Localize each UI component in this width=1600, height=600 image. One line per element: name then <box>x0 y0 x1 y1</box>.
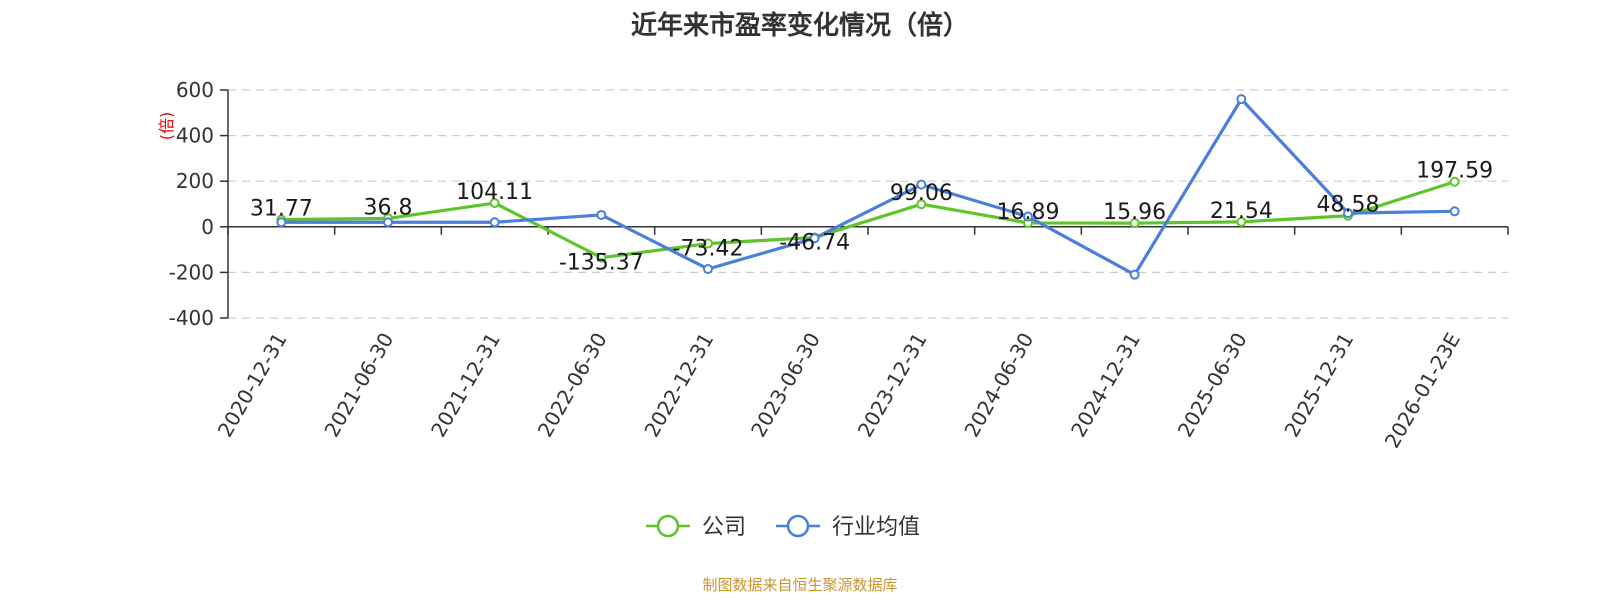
series-line-industry-average <box>281 97 1455 277</box>
x-tick-label: 2025-12-31 <box>1279 329 1358 442</box>
legend-label: 行业均值 <box>832 515 920 540</box>
data-label: 31.77 <box>250 197 313 222</box>
data-point-industry-average <box>809 233 820 244</box>
x-tick-label: 2024-06-30 <box>959 329 1038 442</box>
x-tick-label: 2023-06-30 <box>746 329 825 442</box>
legend-marker-icon <box>786 514 810 538</box>
data-label: 15.96 <box>1103 200 1166 225</box>
grid-lines <box>228 89 1508 319</box>
x-tick-label: 2021-12-31 <box>426 328 505 441</box>
data-point-industry-average <box>703 263 713 274</box>
data-point-company <box>489 198 500 209</box>
source-note: 制图数据来自恒生聚源数据库 <box>702 576 897 594</box>
data-point-industry-average <box>1449 206 1460 217</box>
data-point-industry-average <box>1343 208 1353 219</box>
data-point-company <box>1236 216 1247 227</box>
y-tick-label: 600 <box>176 78 214 102</box>
chart-title: 近年来市盈率变化情况（倍） <box>631 10 969 41</box>
data-point-company <box>1449 176 1460 187</box>
data-point-industry-average <box>276 217 287 228</box>
data-label: 197.59 <box>1416 159 1493 184</box>
legend[interactable]: 公司 行业均值 <box>646 514 920 540</box>
y-tick-label: -400 <box>169 306 214 330</box>
data-point-industry-average <box>383 217 393 228</box>
data-point-industry-average <box>1236 94 1247 105</box>
x-tick-label: 2022-12-31 <box>639 329 718 442</box>
y-tick-label: 0 <box>201 215 214 239</box>
x-tick-label: 2020-12-31 <box>213 329 292 442</box>
x-tick-label: 2022-06-30 <box>533 329 612 442</box>
data-point-company <box>596 252 607 263</box>
x-tick-label: 2025-06-30 <box>1173 329 1252 442</box>
data-labels: 31.77 36.8 104.11 -135.37 -73.42 -46.74 99.06 1… <box>250 159 1493 276</box>
x-tick-label: 2023-12-31 <box>853 328 932 441</box>
data-label: -73.42 <box>673 237 744 262</box>
data-point-company <box>916 199 927 210</box>
data-point-industry-average <box>1129 269 1140 280</box>
series-lines <box>276 94 1460 280</box>
y-axis-unit-label: (倍) <box>157 112 176 141</box>
series-line-company <box>281 180 1456 260</box>
data-point-industry-average <box>596 209 607 220</box>
data-point-company <box>703 238 713 249</box>
data-label: 48.58 <box>1317 193 1380 218</box>
legend-marker-icon <box>656 514 680 538</box>
legend-item-industry-average[interactable]: 行业均值 <box>776 514 920 540</box>
x-tick-label: 2026-01-23E <box>1380 329 1465 453</box>
data-label: 21.54 <box>1210 199 1273 224</box>
data-point-company <box>1129 218 1140 229</box>
legend-label: 公司 <box>702 515 746 540</box>
data-label: 104.11 <box>456 180 533 205</box>
data-label: -46.74 <box>779 230 850 255</box>
data-point-industry-average <box>1023 211 1033 222</box>
data-point-industry-average <box>489 217 500 228</box>
legend-item-company[interactable]: 公司 <box>646 514 746 540</box>
data-point-industry-average <box>916 179 927 190</box>
data-label: -135.37 <box>559 251 644 276</box>
y-tick-label: -200 <box>169 260 214 284</box>
x-tick-label: 2021-06-30 <box>319 329 398 442</box>
x-tick-label: 2024-12-31 <box>1066 329 1145 442</box>
y-tick-label: 400 <box>176 124 214 148</box>
data-label: 36.8 <box>364 195 413 220</box>
data-label: 99.06 <box>890 181 953 206</box>
y-tick-label: 200 <box>176 169 214 193</box>
data-label: 16.89 <box>997 200 1060 225</box>
